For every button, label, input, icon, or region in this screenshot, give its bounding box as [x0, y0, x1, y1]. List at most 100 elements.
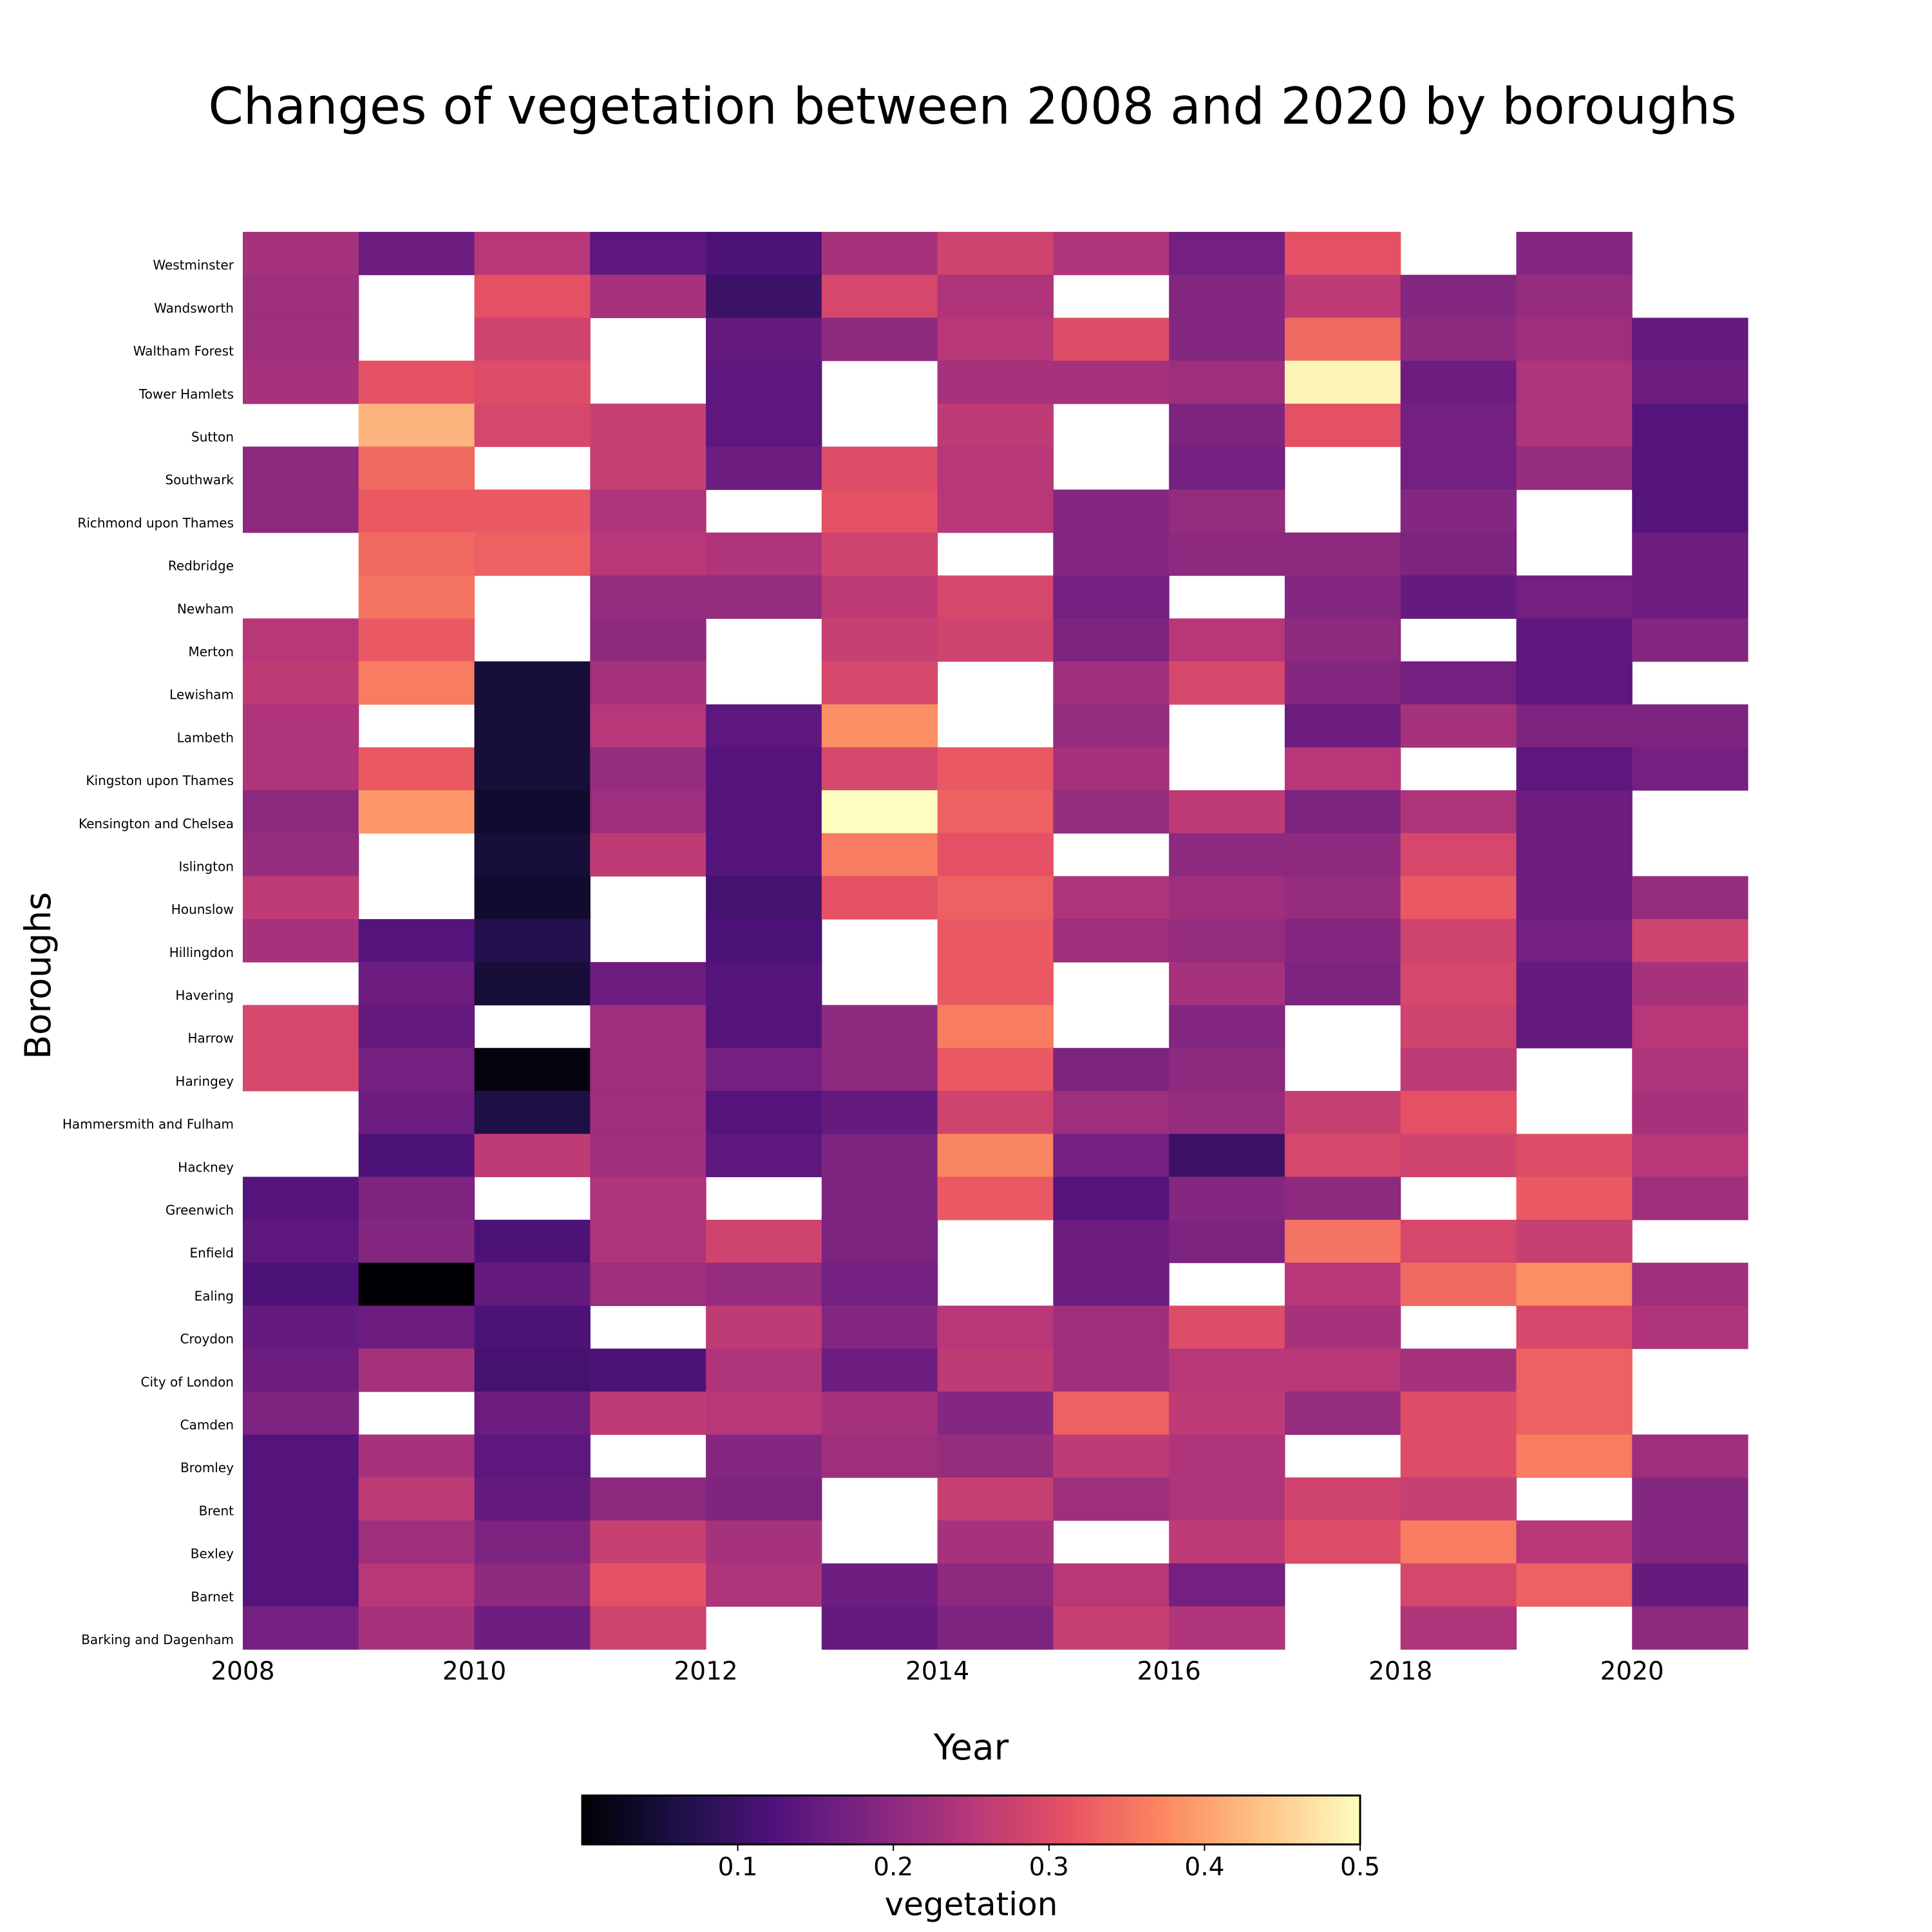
heatmap-cell	[1400, 274, 1517, 318]
heatmap-cell	[1632, 1048, 1748, 1092]
heatmap-cell	[243, 361, 359, 404]
heatmap-cell	[474, 1349, 591, 1392]
heatmap-cell	[1632, 1477, 1748, 1521]
heatmap-cell	[1053, 1133, 1170, 1177]
heatmap-cell	[590, 1349, 706, 1392]
heatmap-cell	[1632, 317, 1748, 361]
heatmap-cell	[1053, 1305, 1170, 1349]
heatmap-cell	[474, 876, 591, 920]
y-tick-label: Westminster	[153, 258, 234, 273]
heatmap-cell	[1400, 1434, 1517, 1478]
heatmap-cell	[706, 1262, 822, 1307]
x-tick-label: 2016	[1137, 1657, 1201, 1686]
y-tick-label: Hammersmith and Fulham	[62, 1117, 234, 1132]
heatmap-cell	[243, 1477, 359, 1521]
heatmap-cell	[358, 747, 475, 791]
heatmap-cell	[474, 704, 591, 748]
heatmap-cell	[1400, 403, 1517, 448]
y-tick-label: Lambeth	[177, 730, 234, 745]
heatmap-cell	[1516, 961, 1633, 1006]
heatmap-cell	[1053, 489, 1170, 533]
heatmap-cell	[1284, 1262, 1401, 1307]
heatmap-cell	[474, 1563, 591, 1607]
heatmap-cell	[243, 1391, 359, 1435]
heatmap-cell	[1053, 1563, 1170, 1607]
heatmap-cell	[1516, 361, 1633, 404]
x-axis-label: Year	[933, 1727, 1009, 1768]
heatmap-cell	[243, 1434, 359, 1478]
heatmap-cell	[243, 1606, 359, 1650]
heatmap-cell	[1632, 1520, 1748, 1564]
heatmap-cell	[358, 1262, 475, 1307]
heatmap-cell	[358, 361, 475, 404]
heatmap-cell	[474, 232, 591, 276]
heatmap-cell	[358, 403, 475, 448]
heatmap-cell	[1632, 532, 1748, 576]
heatmap-cell	[821, 790, 938, 834]
heatmap-cell	[937, 833, 1054, 877]
heatmap-cell	[1169, 1563, 1285, 1607]
heatmap-cell	[1284, 1520, 1401, 1564]
heatmap-cell	[243, 704, 359, 748]
heatmap-cell	[706, 747, 822, 791]
heatmap-cell	[243, 1520, 359, 1564]
heatmap-cell	[1400, 317, 1517, 361]
heatmap-cell	[937, 618, 1054, 662]
y-tick-label: Waltham Forest	[133, 343, 234, 359]
heatmap-cell	[358, 961, 475, 1006]
y-tick-label: Bromley	[180, 1460, 234, 1475]
heatmap-cell	[590, 1177, 706, 1220]
y-axis-label: Boroughs	[17, 892, 59, 1059]
heatmap-cell	[1284, 1391, 1401, 1435]
heatmap-cell	[1400, 919, 1517, 963]
heatmap-cell	[1284, 704, 1401, 748]
heatmap-cell	[358, 1606, 475, 1650]
heatmap-cell	[1284, 876, 1401, 920]
heatmap-cell	[474, 1434, 591, 1478]
heatmap-cell	[706, 704, 822, 748]
heatmap-cell	[706, 1133, 822, 1177]
heatmap-cell	[358, 1434, 475, 1478]
heatmap-cell	[821, 1133, 938, 1177]
heatmap-cell	[937, 1090, 1054, 1135]
heatmap-cell	[706, 274, 822, 318]
heatmap-cell	[706, 232, 822, 276]
heatmap-cell	[1284, 575, 1401, 619]
heatmap-cell	[474, 403, 591, 448]
heatmap-cell	[1169, 1391, 1285, 1435]
y-tick-label: Islington	[178, 858, 234, 874]
heatmap-cell	[706, 361, 822, 404]
heatmap-cell	[821, 446, 938, 490]
heatmap-cell	[243, 1349, 359, 1392]
heatmap-cell	[1400, 446, 1517, 490]
heatmap-cell	[474, 661, 591, 705]
heatmap-cell	[474, 1391, 591, 1435]
heatmap-cell	[706, 1005, 822, 1048]
heatmap-cell	[1400, 361, 1517, 404]
heatmap-cell	[1053, 1177, 1170, 1220]
heatmap-cell	[937, 575, 1054, 619]
heatmap-cell	[358, 1520, 475, 1564]
heatmap-cell	[706, 317, 822, 361]
heatmap-cell	[1053, 919, 1170, 963]
y-tick-label: Lewisham	[169, 687, 234, 703]
heatmap-cell	[706, 1477, 822, 1521]
heatmap-cell	[1169, 446, 1285, 490]
heatmap-cell	[1400, 876, 1517, 920]
heatmap-cell	[1516, 1133, 1633, 1177]
heatmap-cell	[706, 1520, 822, 1564]
heatmap-cell	[590, 1048, 706, 1092]
heatmap-cell	[358, 790, 475, 834]
heatmap-cell	[1053, 232, 1170, 276]
heatmap-cell	[821, 1220, 938, 1264]
heatmap-cell	[1169, 1305, 1285, 1349]
heatmap-cell	[937, 747, 1054, 791]
heatmap-cell	[1169, 1220, 1285, 1264]
heatmap-cell	[706, 876, 822, 920]
heatmap-cell	[706, 833, 822, 877]
y-tick-label: Redbridge	[168, 558, 234, 574]
heatmap-cell	[821, 575, 938, 619]
heatmap-cell	[590, 1262, 706, 1307]
heatmap-cell	[590, 1606, 706, 1650]
